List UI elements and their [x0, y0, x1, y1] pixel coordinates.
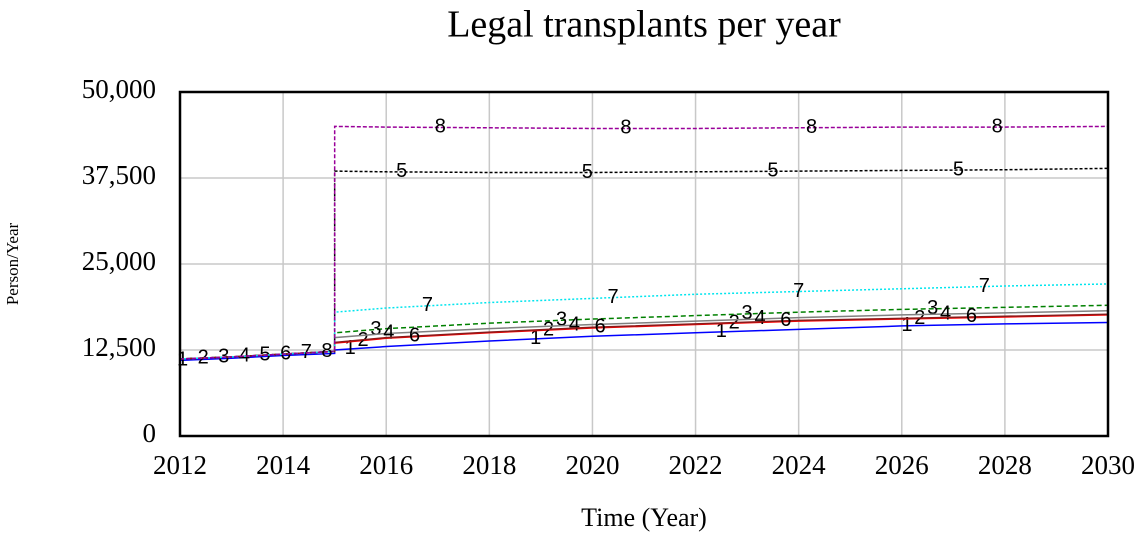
x-tick-label: 2026 — [875, 450, 929, 480]
series-marker: 6 — [409, 324, 420, 346]
series-line — [179, 167, 1109, 360]
series-marker: 3 — [927, 297, 938, 319]
x-tick-label: 2014 — [256, 450, 311, 480]
x-tick-label: 2022 — [669, 450, 723, 480]
series-marker: 6 — [780, 309, 791, 331]
series-marker: 8 — [435, 116, 446, 138]
series-marker: 6 — [595, 315, 606, 337]
series-marker: 3 — [556, 309, 567, 331]
series-marker: 7 — [793, 280, 804, 302]
y-tick-label: 0 — [143, 418, 157, 448]
series-marker: 5 — [582, 161, 593, 183]
series-marker: 1 — [716, 320, 727, 342]
plot-frame — [178, 90, 1110, 438]
series-marker: 8 — [620, 117, 631, 139]
series-marker: 6 — [966, 305, 977, 327]
series-marker: 4 — [569, 314, 580, 336]
series-marker: 8 — [806, 116, 817, 138]
series-marker: 4 — [383, 322, 394, 344]
series-marker: 5 — [396, 160, 407, 182]
x-tick-label: 2016 — [359, 450, 413, 480]
chart-title: Legal transplants per year — [447, 4, 841, 46]
series-marker: 3 — [742, 302, 753, 324]
y-tick-label: 37,500 — [82, 160, 156, 190]
series-line — [179, 125, 1109, 360]
series-line — [179, 283, 1109, 360]
x-tick-label: 2020 — [565, 450, 619, 480]
y-tick-label: 50,000 — [82, 74, 156, 104]
series-line — [179, 304, 1109, 360]
series-marker: 5 — [953, 158, 964, 180]
x-axis-label: Time (Year) — [581, 503, 707, 532]
y-axis-label: Person/Year — [3, 222, 22, 305]
x-tick-label: 2028 — [978, 450, 1032, 480]
series-marker: 1 — [530, 327, 541, 349]
x-tick-label: 2024 — [772, 450, 827, 480]
x-tick-label: 2030 — [1081, 450, 1135, 480]
x-tick-label: 2012 — [153, 450, 207, 480]
series-marker: 8 — [321, 340, 332, 362]
series-marker: 8 — [992, 115, 1003, 137]
series-marker: 7 — [608, 286, 619, 308]
series-marker: 4 — [940, 302, 951, 324]
series-marker: 3 — [370, 318, 381, 340]
series-marker: 1 — [901, 314, 912, 336]
series-marker: 7 — [422, 294, 433, 316]
series-marker: 1 — [345, 337, 356, 359]
y-tick-label: 12,500 — [82, 332, 156, 362]
x-tick-label: 2018 — [462, 450, 516, 480]
y-tick-label: 25,000 — [82, 246, 156, 276]
series-marker: 7 — [979, 275, 990, 297]
series-marker: 5 — [767, 160, 778, 182]
series-marker: 4 — [754, 307, 765, 329]
series-line — [179, 321, 1109, 362]
